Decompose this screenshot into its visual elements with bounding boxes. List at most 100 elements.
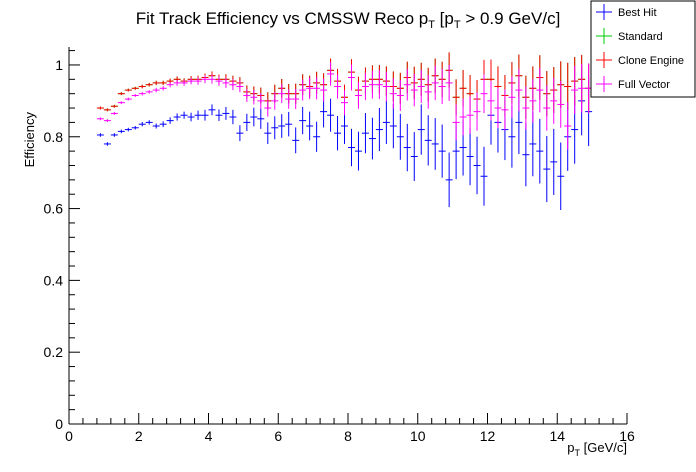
data-point [522,123,530,187]
data-point [159,86,167,91]
data-point [529,78,537,123]
data-point [131,125,139,130]
data-point [438,68,446,105]
data-point [410,73,418,107]
data-point [396,113,404,160]
data-point [271,91,279,110]
chart-title-sub2: T [454,19,461,31]
data-point [578,63,586,113]
data-point [424,75,432,109]
data-point [131,86,139,90]
data-point [96,133,104,137]
data-point [320,78,328,102]
data-point [250,107,258,127]
data-point [194,77,202,85]
data-point [389,103,397,149]
data-point [257,108,265,129]
data-point [173,113,181,121]
data-point [243,113,251,132]
data-point [341,90,348,116]
data-point [236,125,244,142]
data-point [103,119,111,123]
data-point [382,71,390,102]
data-point [201,109,209,121]
x-ticks: 0 2 4 6 8 10 12 14 16 [65,413,635,444]
x-axis-label-sub: T [575,448,581,458]
data-point [557,142,565,211]
data-point [187,112,195,122]
data-point [222,77,230,88]
data-point [243,89,251,102]
data-point [564,102,572,150]
legend-label-standard: Standard [618,31,663,43]
data-point [124,127,132,132]
data-point [452,104,460,141]
data-point [368,117,376,160]
data-point [403,68,411,101]
data-point [208,75,216,84]
data-point [466,127,474,186]
data-point [110,104,118,108]
data-point [145,82,153,87]
data-point [285,111,293,137]
legend-label-best-hit: Best Hit [618,7,657,19]
data-point [278,114,286,138]
data-point [522,86,530,130]
data-point [424,115,432,166]
data-point [215,109,223,121]
data-point [131,94,139,97]
data-point [103,142,111,146]
y-axis-label: Efficiency [22,112,37,168]
data-point [466,96,474,134]
legend-entry-clone-engine: Clone Engine [596,52,684,68]
data-point [257,92,265,109]
data-point [550,128,558,195]
data-point [354,82,362,109]
data-point [208,104,216,116]
data-point [508,76,516,119]
data-point [152,123,160,129]
x-axis-label-main: p [567,440,574,455]
chart-title-main: Fit Track Efficiency vs CMSSW Reco p [136,9,429,28]
data-point [222,106,230,120]
data-point [480,74,488,114]
data-point [299,106,307,135]
chart-title-end: > 0.9 GeV/c] [461,9,561,28]
legend-label-full-vector: Full Vector [618,79,670,91]
x-tick-label: 6 [274,428,282,444]
data-point [96,117,104,121]
data-point [201,75,209,84]
data-point [285,89,293,109]
data-point [445,64,453,101]
data-point [375,108,383,152]
legend: Best Hit Standard Clone Engine Full Vect… [590,0,696,98]
data-point [361,113,369,154]
data-point [445,152,453,208]
data-point [250,90,258,105]
data-point [152,80,160,86]
data-point [389,78,397,109]
data-point [354,131,362,171]
data-point [117,129,125,134]
data-point [327,62,335,86]
data-point [487,81,495,121]
data-point [459,98,467,136]
data-point [187,77,195,85]
x-axis-label: pT [GeV/c] [567,440,627,458]
data-point [334,74,342,99]
legend-entry-standard: Standard [596,28,663,44]
legend-entry-full-vector: Full Vector [596,76,670,92]
data-point [557,81,565,128]
y-ticks: 0 0.2 0.4 0.6 0.8 1 [44,50,80,432]
data-point [152,87,160,93]
series-full-vector [96,62,593,150]
data-point [361,72,369,101]
plot-area: 0 0.2 0.4 0.6 0.8 1 0 2 4 6 8 10 12 14 16 [44,47,635,444]
data-point [124,97,132,101]
data-point [494,87,502,129]
data-point [348,128,355,167]
data-point [417,69,425,104]
data-point [103,108,111,112]
x-axis-label-rest: [GeV/c] [580,440,627,455]
